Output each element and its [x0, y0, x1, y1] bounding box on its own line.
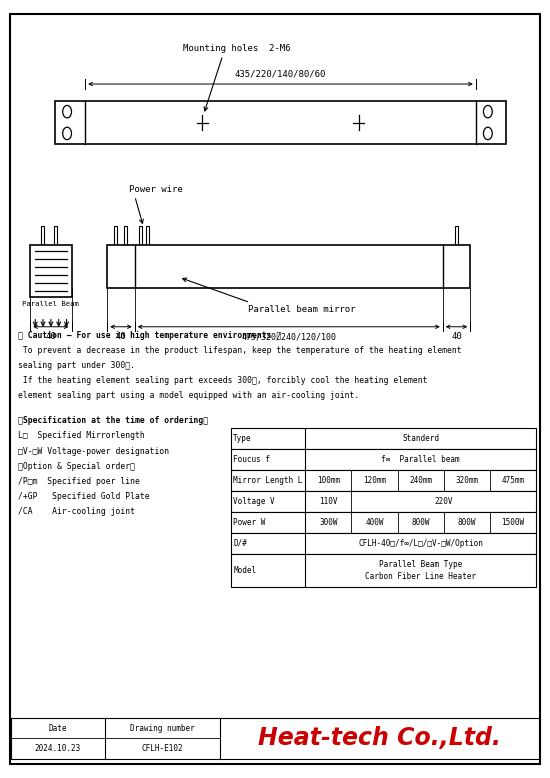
Text: □V-□W Voltage-power designation: □V-□W Voltage-power designation: [18, 447, 169, 456]
Text: Standerd: Standerd: [402, 434, 439, 443]
Text: D/#: D/#: [233, 539, 247, 548]
Text: 【Option & Special order】: 【Option & Special order】: [18, 462, 135, 471]
Text: 40: 40: [46, 332, 56, 342]
Text: Parallel Beam: Parallel Beam: [23, 301, 79, 307]
Text: 220V: 220V: [434, 497, 453, 506]
Bar: [139, 226, 142, 245]
Text: CFLH-40□/f∞/L□/□V-□W/Option: CFLH-40□/f∞/L□/□V-□W/Option: [358, 539, 483, 548]
Text: element sealing part using a model equipped with an air-cooling joint.: element sealing part using a model equip…: [18, 391, 359, 401]
Text: sealing part under 300℃.: sealing part under 300℃.: [18, 361, 135, 370]
Bar: [231, 428, 536, 449]
Text: 240mm: 240mm: [409, 476, 432, 485]
Text: 40: 40: [451, 332, 462, 342]
Text: 40: 40: [116, 332, 127, 342]
Text: 475/320/240/120/100: 475/320/240/120/100: [241, 332, 336, 342]
Text: CFLH-E102: CFLH-E102: [141, 744, 183, 753]
Bar: [114, 226, 117, 245]
Text: 320mm: 320mm: [455, 476, 478, 485]
Bar: [30, 245, 72, 297]
Text: 435/220/140/80/60: 435/220/140/80/60: [235, 69, 326, 79]
Bar: [231, 512, 536, 533]
Text: 1500W: 1500W: [502, 518, 525, 527]
Text: 【 Caution – For use in high temperature environments 】: 【 Caution – For use in high temperature …: [18, 331, 281, 340]
Text: 【Specification at the time of ordering】: 【Specification at the time of ordering】: [18, 416, 208, 426]
Text: Voltage V: Voltage V: [233, 497, 275, 506]
Text: Power wire: Power wire: [129, 185, 183, 194]
Text: /P□m  Specified poer line: /P□m Specified poer line: [18, 477, 140, 486]
Text: 100mm: 100mm: [317, 476, 340, 485]
Bar: [455, 226, 458, 245]
Bar: [107, 245, 470, 288]
Bar: [231, 554, 536, 587]
Text: Model: Model: [233, 566, 256, 575]
Bar: [231, 491, 536, 512]
Text: 300W: 300W: [319, 518, 338, 527]
Text: Drawing number: Drawing number: [130, 724, 195, 733]
Text: /+GP   Specified Gold Plate: /+GP Specified Gold Plate: [18, 492, 149, 501]
Circle shape: [355, 118, 361, 127]
Text: 800W: 800W: [411, 518, 430, 527]
Text: L□  Specified Mirrorlength: L□ Specified Mirrorlength: [18, 431, 144, 440]
Bar: [11, 718, 539, 759]
Text: 475mm: 475mm: [502, 476, 525, 485]
Bar: [231, 470, 536, 491]
Text: Parallel Beam Type: Parallel Beam Type: [379, 560, 463, 569]
Text: Carbon Fiber Line Heater: Carbon Fiber Line Heater: [365, 572, 476, 581]
Text: To prevent a decrease in the product lifespan, keep the temperature of the heati: To prevent a decrease in the product lif…: [18, 346, 461, 355]
Text: Date: Date: [48, 724, 67, 733]
Circle shape: [483, 105, 492, 118]
Text: Type: Type: [233, 434, 252, 443]
Bar: [146, 226, 148, 245]
Text: Foucus f: Foucus f: [233, 455, 270, 464]
Bar: [41, 226, 44, 245]
Bar: [231, 533, 536, 554]
Text: 2024.10.23: 2024.10.23: [35, 744, 81, 753]
Text: Power W: Power W: [233, 518, 266, 527]
Bar: [231, 449, 536, 470]
Text: /CA    Air-cooling joint: /CA Air-cooling joint: [18, 507, 135, 517]
Circle shape: [63, 105, 72, 118]
Text: Heat-tech Co.,Ltd.: Heat-tech Co.,Ltd.: [258, 727, 501, 750]
Text: Mounting holes  2-M6: Mounting holes 2-M6: [183, 44, 290, 53]
Text: Parallel beam mirror: Parallel beam mirror: [248, 305, 355, 314]
Text: 800W: 800W: [458, 518, 476, 527]
Bar: [124, 226, 126, 245]
Circle shape: [63, 127, 72, 140]
Text: 110V: 110V: [319, 497, 338, 506]
Circle shape: [483, 127, 492, 140]
Text: If the heating element sealing part exceeds 300℃, forcibly cool the heating elem: If the heating element sealing part exce…: [18, 377, 427, 385]
Bar: [55, 101, 506, 144]
Text: f∞  Parallel beam: f∞ Parallel beam: [382, 455, 460, 464]
Bar: [54, 226, 57, 245]
Circle shape: [199, 118, 205, 127]
Text: 120mm: 120mm: [363, 476, 386, 485]
Text: 400W: 400W: [365, 518, 384, 527]
Text: Mirror Length L: Mirror Length L: [233, 476, 302, 485]
